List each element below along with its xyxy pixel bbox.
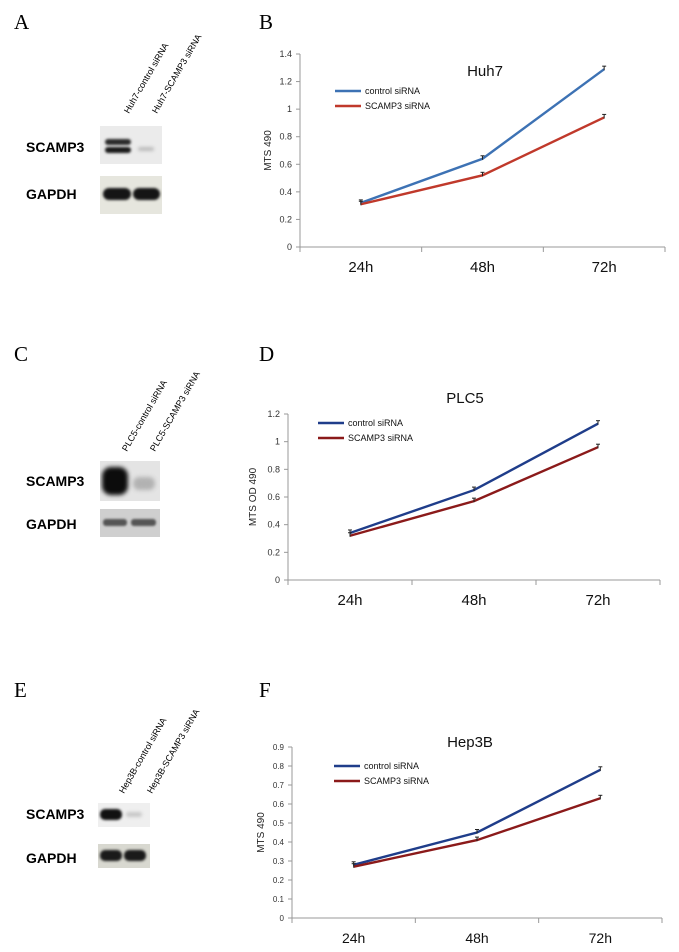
y-tick-label: 0 xyxy=(280,914,285,923)
y-tick-label: 0.9 xyxy=(273,743,285,752)
y-tick-label: 1.2 xyxy=(267,409,280,419)
panel-letter-f: F xyxy=(259,678,271,702)
panel-letter-d: D xyxy=(259,342,275,366)
x-tick-label: 72h xyxy=(589,930,612,946)
y-tick-label: 0.6 xyxy=(267,492,280,502)
y-tick-label: 0.6 xyxy=(273,800,285,809)
y-tick-label: 0.8 xyxy=(279,132,292,142)
legend-label-0: control siRNA xyxy=(348,418,403,428)
panel-letter-c: C xyxy=(14,342,29,366)
legend-label-1: SCAMP3 siRNA xyxy=(364,776,429,786)
panel-letter-a: A xyxy=(14,10,30,34)
x-tick-label: 72h xyxy=(592,259,617,276)
y-tick-label: 0.7 xyxy=(273,781,285,790)
x-tick-label: 72h xyxy=(585,592,610,609)
western-blot-gapdh-c xyxy=(100,509,160,537)
y-tick-label: 0 xyxy=(287,242,292,252)
x-tick-label: 24h xyxy=(348,259,373,276)
x-tick-label: 48h xyxy=(470,259,495,276)
y-tick-label: 0.4 xyxy=(273,838,285,847)
blot-label-gapdh-c: GAPDH xyxy=(26,516,77,532)
legend-label-1: SCAMP3 siRNA xyxy=(348,433,413,443)
y-tick-label: 0.3 xyxy=(273,857,285,866)
y-tick-label: 0.4 xyxy=(279,187,292,197)
blot-label-gapdh-e: GAPDH xyxy=(26,850,77,866)
y-tick-label: 1.4 xyxy=(279,49,292,59)
x-tick-label: 24h xyxy=(342,930,365,946)
legend-label-0: control siRNA xyxy=(365,86,420,96)
western-blot-scamp3-e xyxy=(98,803,150,827)
blot-label-gapdh-a: GAPDH xyxy=(26,186,77,202)
y-tick-label: 0 xyxy=(275,575,280,585)
y-tick-label: 0.2 xyxy=(267,547,280,557)
panel-letter-b: B xyxy=(259,10,274,34)
x-tick-label: 24h xyxy=(337,592,362,609)
y-tick-label: 0.4 xyxy=(267,520,280,530)
y-tick-label: 1 xyxy=(287,104,292,114)
chart-title: Huh7 xyxy=(467,63,503,80)
y-tick-label: 0.8 xyxy=(273,762,285,771)
y-axis-label: MTS OD 490 xyxy=(248,467,259,526)
blot-label-scamp3-a: SCAMP3 xyxy=(26,139,85,155)
blot-label-scamp3-c: SCAMP3 xyxy=(26,473,85,489)
y-tick-label: 1 xyxy=(275,437,280,447)
y-tick-label: 0.2 xyxy=(273,876,285,885)
y-tick-label: 0.2 xyxy=(279,214,292,224)
panel-letter-e: E xyxy=(14,678,27,702)
y-tick-label: 1.2 xyxy=(279,77,292,87)
western-blot-scamp3-c xyxy=(100,461,160,501)
y-tick-label: 0.1 xyxy=(273,895,285,904)
blot-label-scamp3-e: SCAMP3 xyxy=(26,806,85,822)
legend-label-1: SCAMP3 siRNA xyxy=(365,101,430,111)
x-tick-label: 48h xyxy=(461,592,486,609)
chart-title: PLC5 xyxy=(446,390,484,407)
western-blot-scamp3-a xyxy=(100,126,162,164)
x-tick-label: 48h xyxy=(465,930,488,946)
western-blot-gapdh-a xyxy=(100,176,162,214)
chart-title: Hep3B xyxy=(447,734,493,751)
legend-label-0: control siRNA xyxy=(364,761,419,771)
y-axis-label: MTS 490 xyxy=(256,812,267,853)
y-tick-label: 0.8 xyxy=(267,464,280,474)
western-blot-gapdh-e xyxy=(98,844,150,868)
y-tick-label: 0.6 xyxy=(279,159,292,169)
y-tick-label: 0.5 xyxy=(273,819,285,828)
y-axis-label: MTS 490 xyxy=(263,130,274,171)
